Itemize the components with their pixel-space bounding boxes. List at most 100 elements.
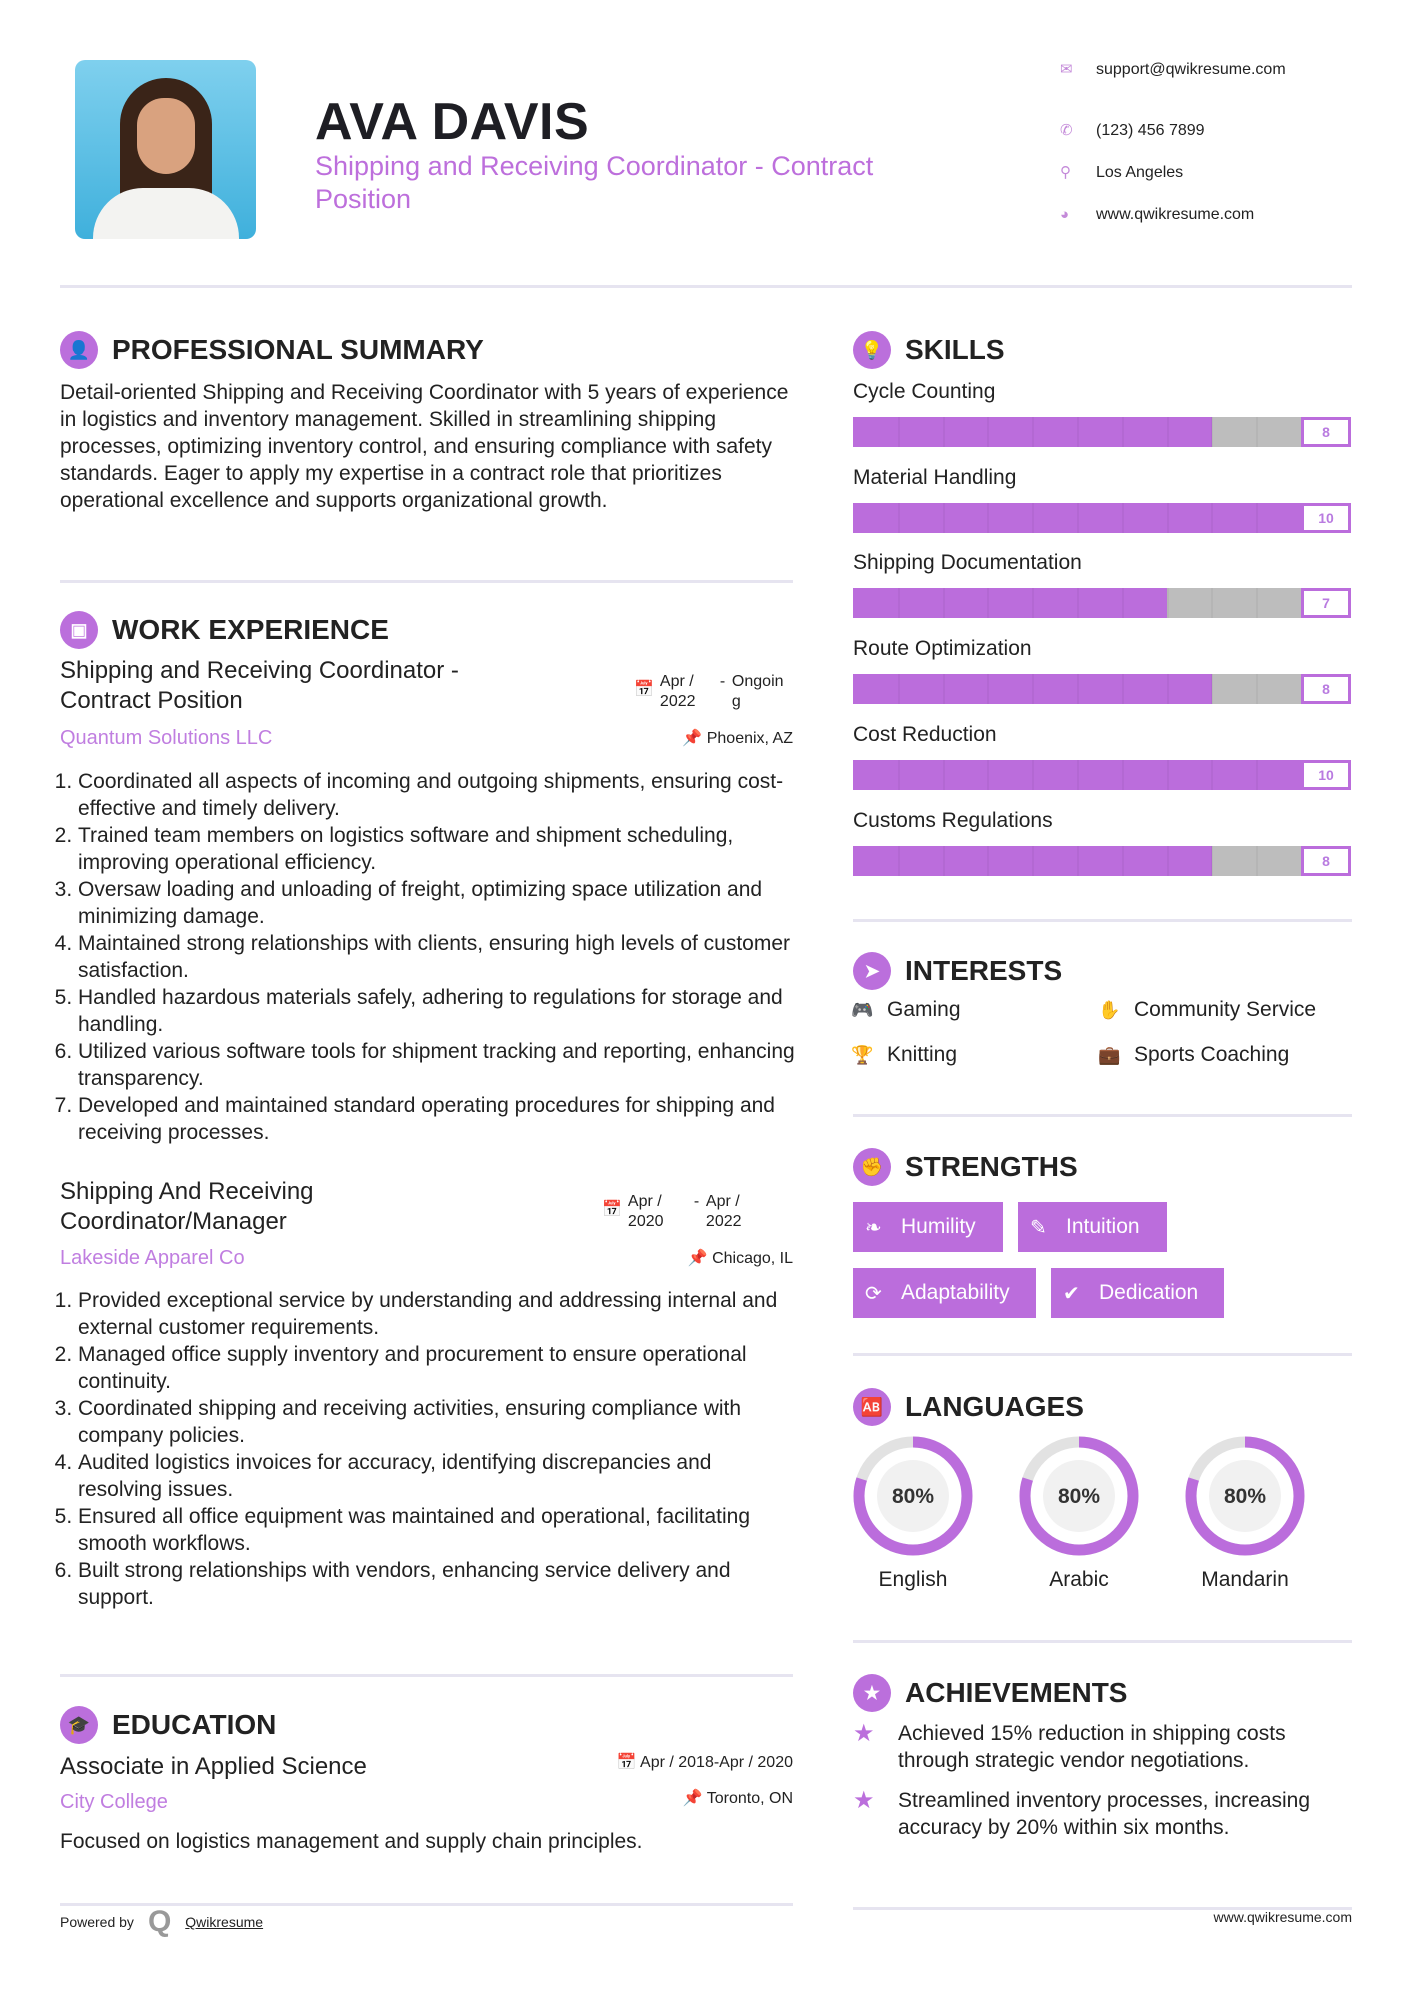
contact-location: ⚲ Los Angeles <box>1060 164 1184 181</box>
skill-value: 8 <box>1301 417 1351 447</box>
lightbulb-icon: 💡 <box>853 331 891 369</box>
list-item: Oversaw loading and unloading of freight… <box>78 876 800 930</box>
education-location: 📌 Toronto, ON <box>682 1790 793 1807</box>
skill-value: 10 <box>1301 502 1351 533</box>
pushpin-icon: 📌 <box>682 730 707 747</box>
calendar-icon: 📅 <box>634 681 654 698</box>
job-title: Shipping And Receiving Coordinator/Manag… <box>60 1178 314 1235</box>
achievements-heading: ★ ACHIEVEMENTS <box>853 1673 1127 1713</box>
powered-by: Powered by Q Qwikresume <box>60 1905 264 1938</box>
language-percent: 80% <box>1058 1485 1100 1508</box>
language-ring: 80% <box>853 1436 973 1556</box>
language-percent: 80% <box>1224 1485 1266 1508</box>
job-location: 📌 Phoenix, AZ <box>682 730 793 747</box>
job-location: 📌 Chicago, IL <box>687 1250 793 1267</box>
skill-bar-fill <box>853 502 1351 533</box>
skill-bar: 8 <box>853 674 1351 705</box>
divider <box>60 580 793 583</box>
language-ring-fill <box>1019 1436 1139 1556</box>
list-item: Handled hazardous materials safely, adhe… <box>78 984 800 1038</box>
strength-chip: ⟳ Adaptability <box>853 1268 1036 1318</box>
skill-bar: 7 <box>853 588 1351 619</box>
language-ring-fill <box>1185 1436 1305 1556</box>
skill-bar: 10 <box>853 759 1351 790</box>
divider <box>60 1674 793 1677</box>
skill-bar-fill <box>853 845 1212 876</box>
skill-label: Cycle Counting <box>853 380 996 403</box>
skill-bar: 10 <box>853 502 1351 533</box>
contact-phone: ✆ (123) 456 7899 <box>1060 122 1205 139</box>
list-item: Provided exceptional service by understa… <box>78 1287 800 1341</box>
contact-email[interactable]: ✉ support@qwikresume.com <box>1060 61 1286 78</box>
skill-bar: 8 <box>853 417 1351 447</box>
job-responsibilities: Coordinated all aspects of incoming and … <box>60 768 800 1146</box>
language-name: English <box>878 1568 948 1591</box>
skill-bar-fill <box>853 417 1212 447</box>
list-item: Audited logistics invoices for accuracy,… <box>78 1449 800 1503</box>
list-item: Built strong relationships with vendors,… <box>78 1557 800 1611</box>
strength-chip: ✎ Intuition <box>1018 1202 1167 1252</box>
skill-bar: 8 <box>853 845 1351 876</box>
interest-item: 🎮 Gaming <box>851 998 961 1021</box>
list-item: Coordinated shipping and receiving activ… <box>78 1395 800 1449</box>
languages-heading: 🆎 LANGUAGES <box>853 1387 1084 1427</box>
skill-value: 8 <box>1301 674 1351 705</box>
language-icon: 🆎 <box>853 1388 891 1426</box>
pushpin-icon: 📌 <box>687 1250 713 1267</box>
graduate-icon: 🎓 <box>60 1706 98 1744</box>
language-ring-fill <box>853 1436 973 1556</box>
school-name: City College <box>60 1791 168 1813</box>
footer-divider <box>853 1907 1352 1910</box>
job-responsibilities: Provided exceptional service by understa… <box>60 1287 800 1611</box>
interest-item: 💼 Sports Coaching <box>1098 1043 1290 1066</box>
summary-heading: 👤 PROFESSIONAL SUMMARY <box>60 330 484 370</box>
paper-plane-icon: ➤ <box>853 952 891 990</box>
candidate-name: AVA DAVIS <box>315 93 590 151</box>
star-icon: ★ <box>853 1720 875 1747</box>
skill-value: 8 <box>1301 845 1351 876</box>
trophy-icon: 🏆 <box>851 1044 874 1065</box>
list-item: Ensured all office equipment was maintai… <box>78 1503 800 1557</box>
candidate-title: Shipping and Receiving Coordinator - Con… <box>315 151 874 214</box>
strength-chip: ❧ Humility <box>853 1202 1003 1252</box>
skill-value: 7 <box>1301 588 1351 619</box>
interests-heading: ➤ INTERESTS <box>853 951 1062 991</box>
fist-icon: ✊ <box>853 1148 891 1186</box>
divider <box>853 1353 1352 1356</box>
skill-label: Shipping Documentation <box>853 551 1082 575</box>
pushpin-icon: 📌 <box>682 1790 707 1807</box>
skill-label: Route Optimization <box>853 637 1032 661</box>
divider <box>853 1114 1352 1117</box>
strengths-heading: ✊ STRENGTHS <box>853 1147 1078 1187</box>
language-ring: 80% <box>1019 1436 1139 1556</box>
skill-value: 10 <box>1301 759 1351 790</box>
strength-chip: ✔ Dedication <box>1051 1268 1224 1318</box>
star-badge-icon: ★ <box>853 1674 891 1712</box>
summary-text: Detail-oriented Shipping and Receiving C… <box>60 381 789 512</box>
globe-icon: ◕ <box>1060 206 1070 223</box>
achievement-item: ★ Achieved 15% reduction in shipping cost… <box>853 1720 1286 1772</box>
contact-website[interactable]: ◕ www.qwikresume.com <box>1060 206 1255 223</box>
list-item: Maintained strong relationships with cli… <box>78 930 800 984</box>
list-item: Utilized various software tools for ship… <box>78 1038 800 1092</box>
achievement-item: ★ Streamlined inventory processes, increa… <box>853 1787 1311 1839</box>
degree: Associate in Applied Science <box>60 1753 367 1780</box>
profile-photo <box>75 60 256 239</box>
star-icon: ★ <box>853 1787 875 1814</box>
job-dates: 📅 Apr / 2022- Ongoing <box>634 673 784 710</box>
interest-item: 🏆 Knitting <box>851 1043 958 1066</box>
experience-heading: ▣ WORK EXPERIENCE <box>60 610 389 650</box>
interest-item: ✋ Community Service <box>1098 998 1317 1021</box>
list-item: Managed office supply inventory and proc… <box>78 1341 800 1395</box>
language-name: Mandarin <box>1201 1568 1289 1591</box>
skill-bar-fill <box>853 674 1212 705</box>
gamepad-icon: 🎮 <box>851 999 874 1020</box>
qwikresume-link[interactable]: Qwikresume <box>185 1914 264 1930</box>
skills-heading: 💡 SKILLS <box>853 330 1005 370</box>
language-percent: 80% <box>892 1485 934 1508</box>
user-icon: 👤 <box>60 331 98 369</box>
envelope-icon: ✉ <box>1060 61 1073 78</box>
list-item: Coordinated all aspects of incoming and … <box>78 768 800 822</box>
footer-website[interactable]: www.qwikresume.com <box>1213 1909 1352 1925</box>
education-description: Focused on logistics management and supp… <box>60 1830 643 1853</box>
